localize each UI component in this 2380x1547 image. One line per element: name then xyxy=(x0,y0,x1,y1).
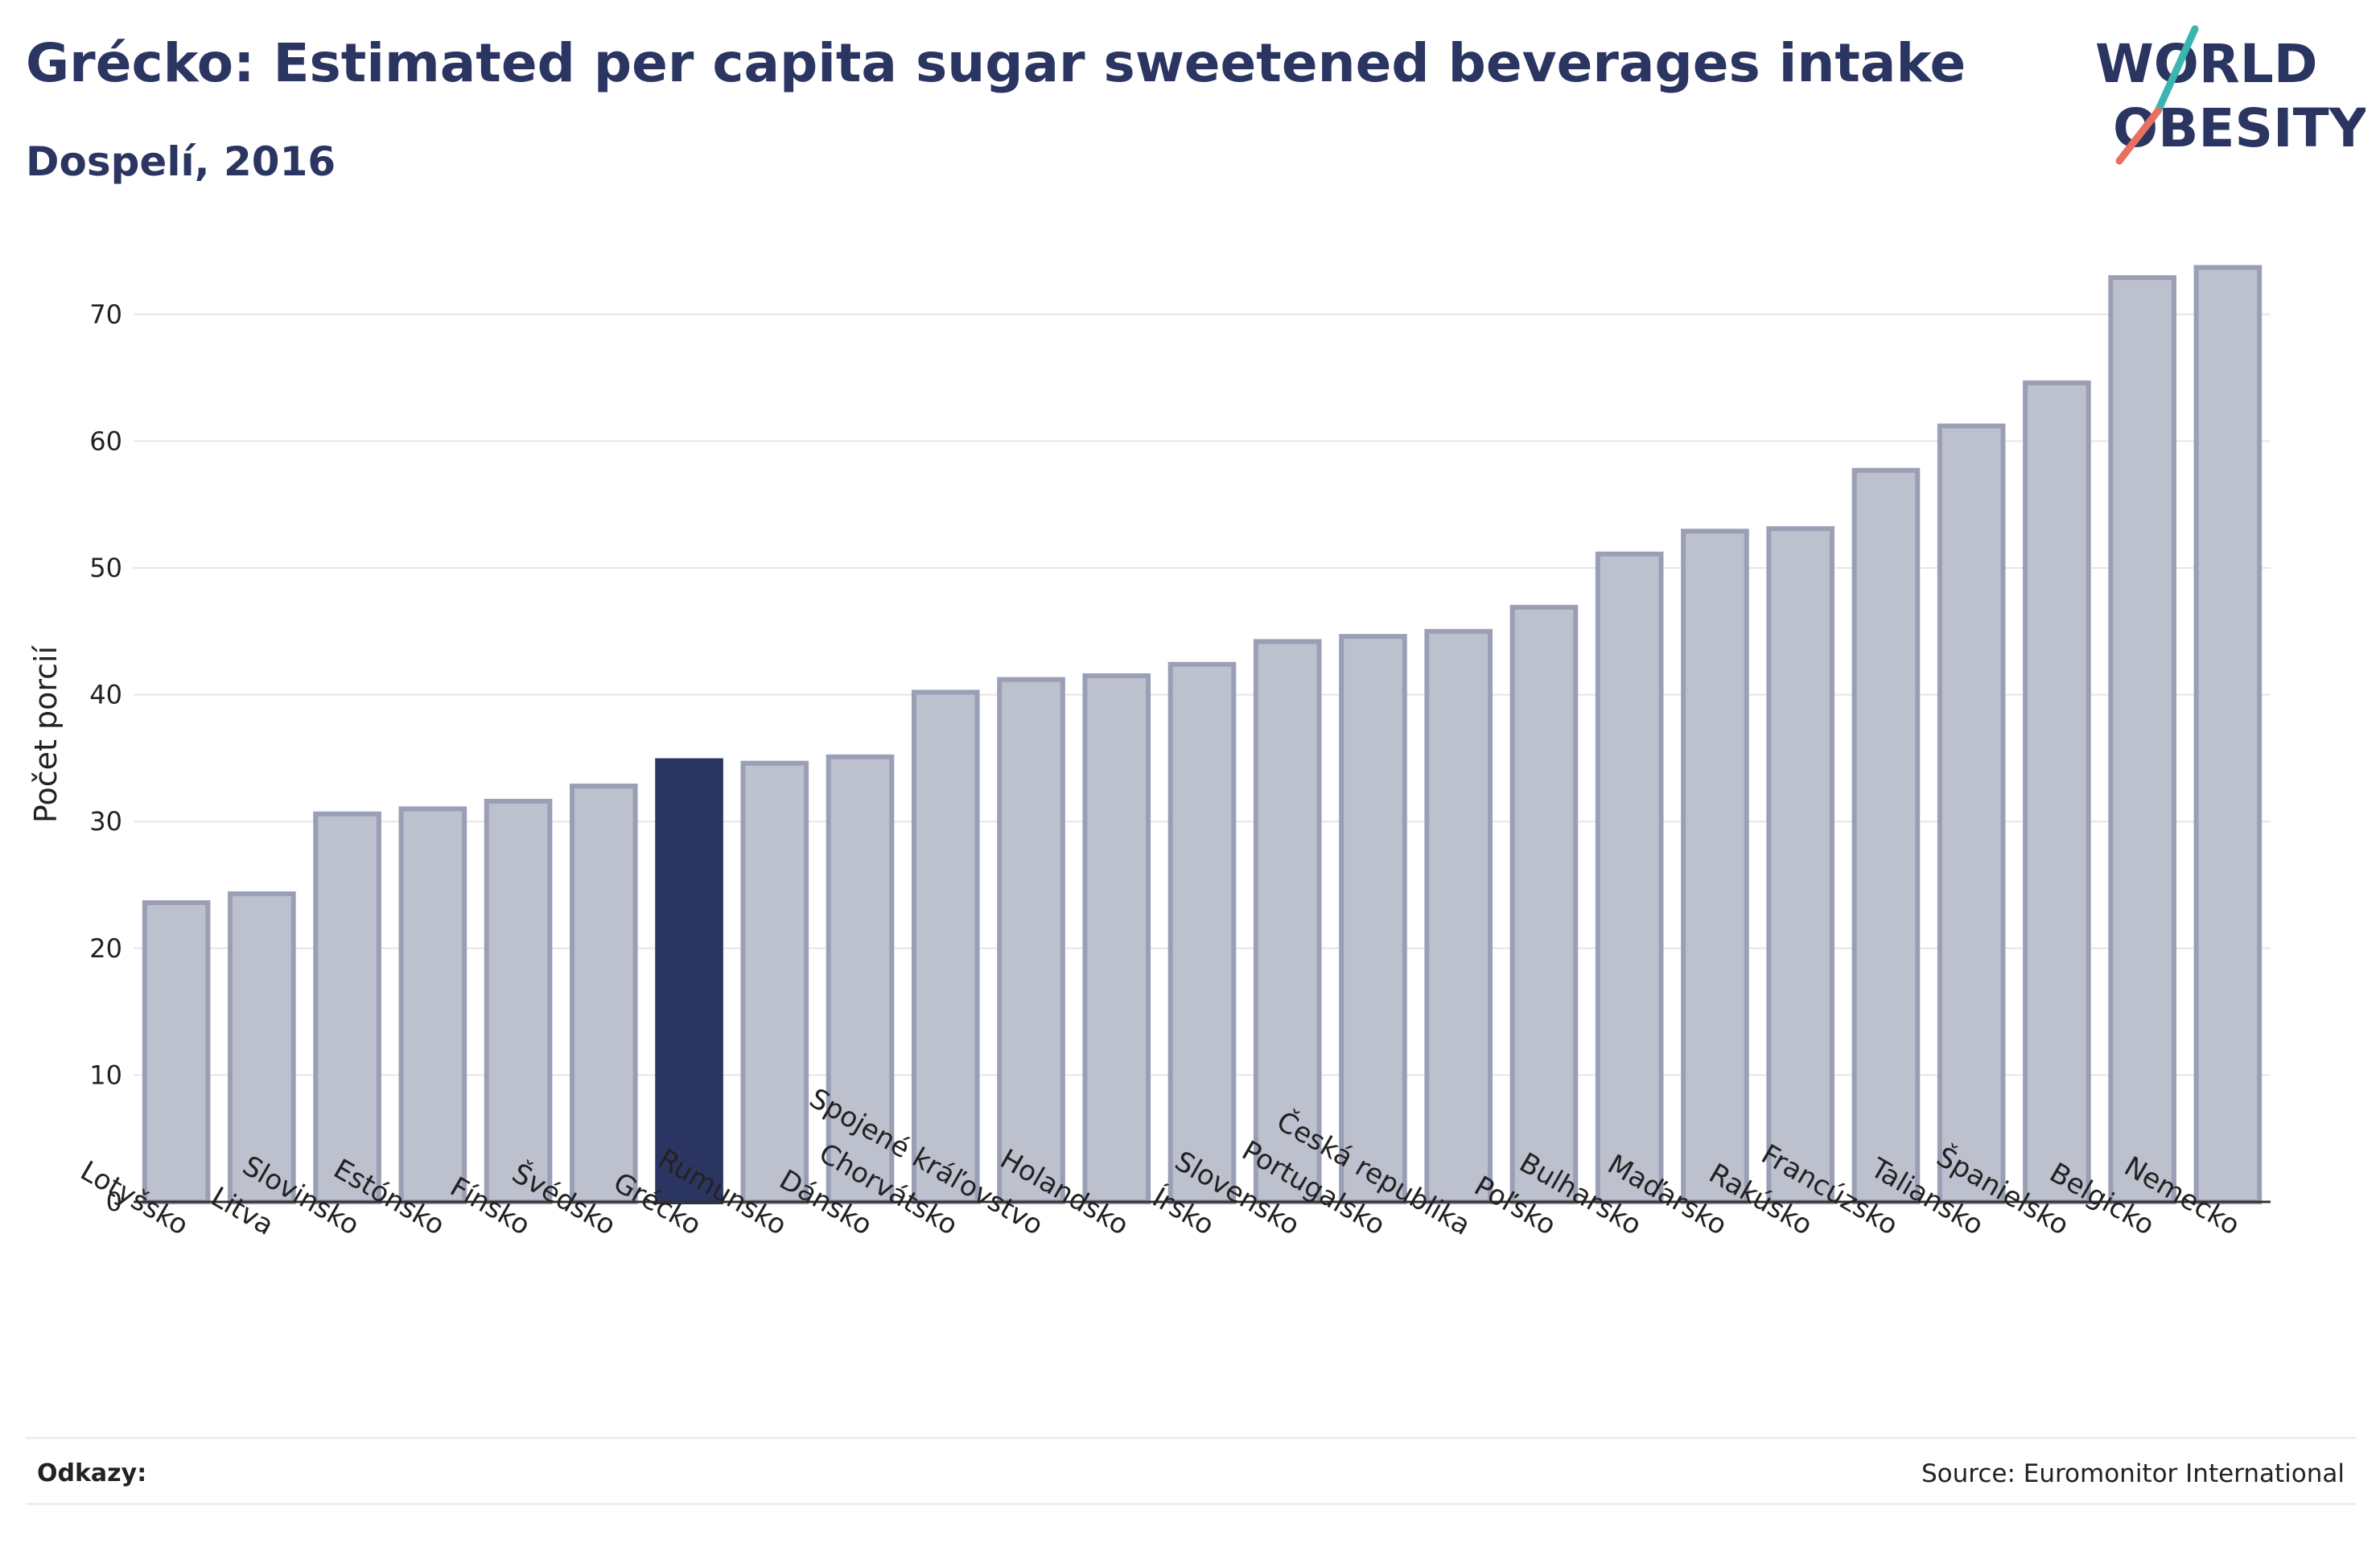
y-tick-label: 70 xyxy=(89,299,122,330)
footer-top-divider xyxy=(26,1437,2356,1439)
source-note: Source: Euromonitor International xyxy=(1921,1459,2345,1488)
bar xyxy=(1937,423,2006,1204)
bar xyxy=(142,900,211,1204)
y-tick-label: 40 xyxy=(89,680,122,710)
world-obesity-logo: WORLD OBESITY xyxy=(2095,25,2366,165)
logo-coral-slash xyxy=(2115,107,2162,165)
bar xyxy=(997,677,1065,1204)
bars xyxy=(142,265,2263,1205)
page-title: Grécko: Estimated per capita sugar sweet… xyxy=(26,32,1966,94)
page-subtitle: Dospelí, 2016 xyxy=(26,138,336,185)
logo-line-2: OBESITY xyxy=(2113,97,2366,159)
y-axis-label: Počet porcií xyxy=(28,644,64,823)
y-tick-label: 60 xyxy=(89,426,122,456)
bar xyxy=(1595,551,1664,1204)
bar xyxy=(398,806,467,1204)
bar xyxy=(1766,526,1834,1204)
bar xyxy=(2023,380,2091,1204)
y-tick-label: 0 xyxy=(106,1187,122,1217)
bar xyxy=(1509,604,1579,1204)
bar xyxy=(655,758,723,1204)
logo-line-1: WORLD xyxy=(2095,33,2318,95)
y-tick-label: 50 xyxy=(89,553,122,583)
bar xyxy=(1424,628,1493,1204)
bar xyxy=(911,689,980,1204)
bar xyxy=(2108,275,2176,1205)
bar xyxy=(228,891,296,1204)
footer-bottom-divider xyxy=(26,1503,2356,1505)
bar xyxy=(313,811,381,1205)
bar xyxy=(1681,529,1749,1204)
y-tick-label: 30 xyxy=(89,806,122,837)
bar xyxy=(570,784,638,1204)
references-label: Odkazy: xyxy=(37,1459,147,1487)
bar xyxy=(1339,634,1407,1204)
bar xyxy=(740,760,809,1204)
bar xyxy=(1082,673,1151,1204)
bar xyxy=(1167,661,1237,1204)
bar xyxy=(1253,639,1322,1204)
y-tick-labels: 0 10 20 30 40 50 60 70 xyxy=(89,299,122,1217)
y-tick-label: 20 xyxy=(89,933,122,964)
logo-teal-slash xyxy=(2154,25,2199,115)
y-tick-label: 10 xyxy=(89,1059,122,1090)
bar xyxy=(2193,265,2263,1204)
bar xyxy=(484,798,553,1204)
bar xyxy=(1851,467,1921,1204)
